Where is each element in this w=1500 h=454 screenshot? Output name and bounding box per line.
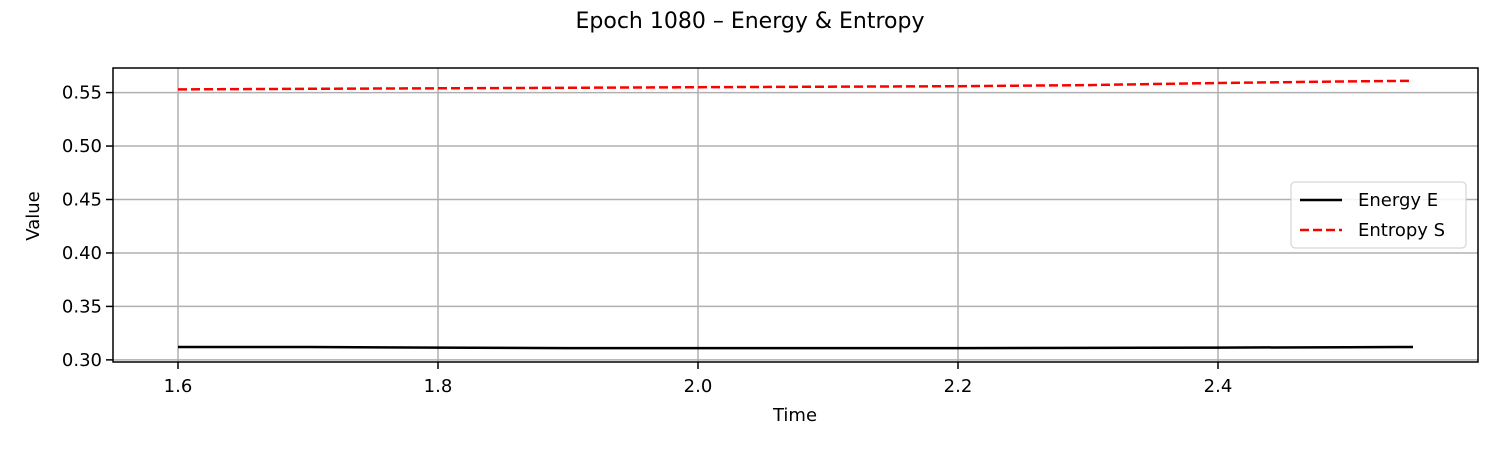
legend-box: [1290, 181, 1467, 249]
y-tick-label: 0.40: [62, 243, 102, 264]
plot-frame: [112, 67, 1479, 363]
y-axis-label: Value: [23, 191, 44, 240]
x-tick-label: 2.4: [1204, 376, 1233, 397]
y-tick-label: 0.45: [62, 189, 102, 210]
series-line-entropy: [177, 79, 1414, 91]
y-tick-label: 0.55: [62, 83, 102, 104]
series-line-energy: [178, 345, 1414, 350]
y-tick-label: 0.35: [62, 296, 102, 317]
legend-label-entropy: Entropy S: [1358, 220, 1445, 241]
grid: [113, 68, 1478, 362]
x-tick-label: 1.6: [164, 376, 193, 397]
x-tick-label: 2.0: [684, 376, 713, 397]
x-tick-label: 2.2: [944, 376, 973, 397]
y-tick-label: 0.50: [62, 136, 102, 157]
series-layer: [177, 79, 1414, 350]
legend: Energy E Entropy S: [1290, 181, 1467, 249]
legend-label-energy: Energy E: [1358, 190, 1438, 211]
y-tick-label: 0.30: [62, 350, 102, 371]
x-tick-label: 1.8: [424, 376, 453, 397]
x-axis-label: Time: [772, 405, 817, 426]
ticks: 1.6 1.8 2.0 2.2 2.4 0.30 0.35 0.40 0.45 0.50 0.55: [62, 83, 1232, 397]
chart-title: Epoch 1080 – Energy & Entropy: [576, 9, 925, 34]
